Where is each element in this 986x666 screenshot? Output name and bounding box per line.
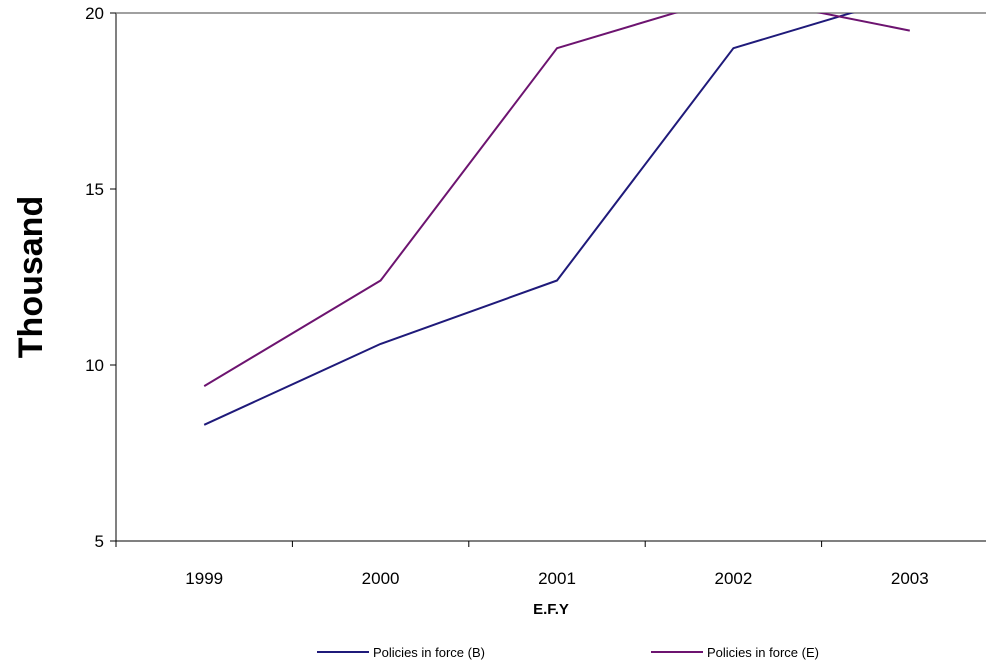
y-tick-label: 10 (85, 356, 104, 375)
legend-label-b: Policies in force (B) (373, 645, 485, 660)
series-layer (203, 13, 910, 426)
x-tick-label: 2003 (891, 569, 929, 588)
y-tick-label: 5 (95, 532, 104, 551)
x-tick-label: 2001 (538, 569, 576, 588)
legend: Policies in force (B) Policies in force … (317, 645, 819, 660)
series-line-b (203, 13, 855, 426)
x-tick-label: 2002 (714, 569, 752, 588)
x-tick-label: 1999 (185, 569, 223, 588)
x-axis-ticks: 1999 2000 2001 2002 2003 (115, 541, 929, 588)
x-tick-label: 2000 (362, 569, 400, 588)
y-tick-label: 20 (85, 4, 104, 23)
legend-label-e: Policies in force (E) (707, 645, 819, 660)
x-axis-title: E.F.Y (533, 601, 569, 618)
y-axis-title: Thousand (12, 196, 50, 358)
series-line-e (203, 13, 910, 387)
y-tick-label: 15 (85, 180, 104, 199)
y-axis-ticks: 5 10 15 20 (85, 4, 116, 551)
